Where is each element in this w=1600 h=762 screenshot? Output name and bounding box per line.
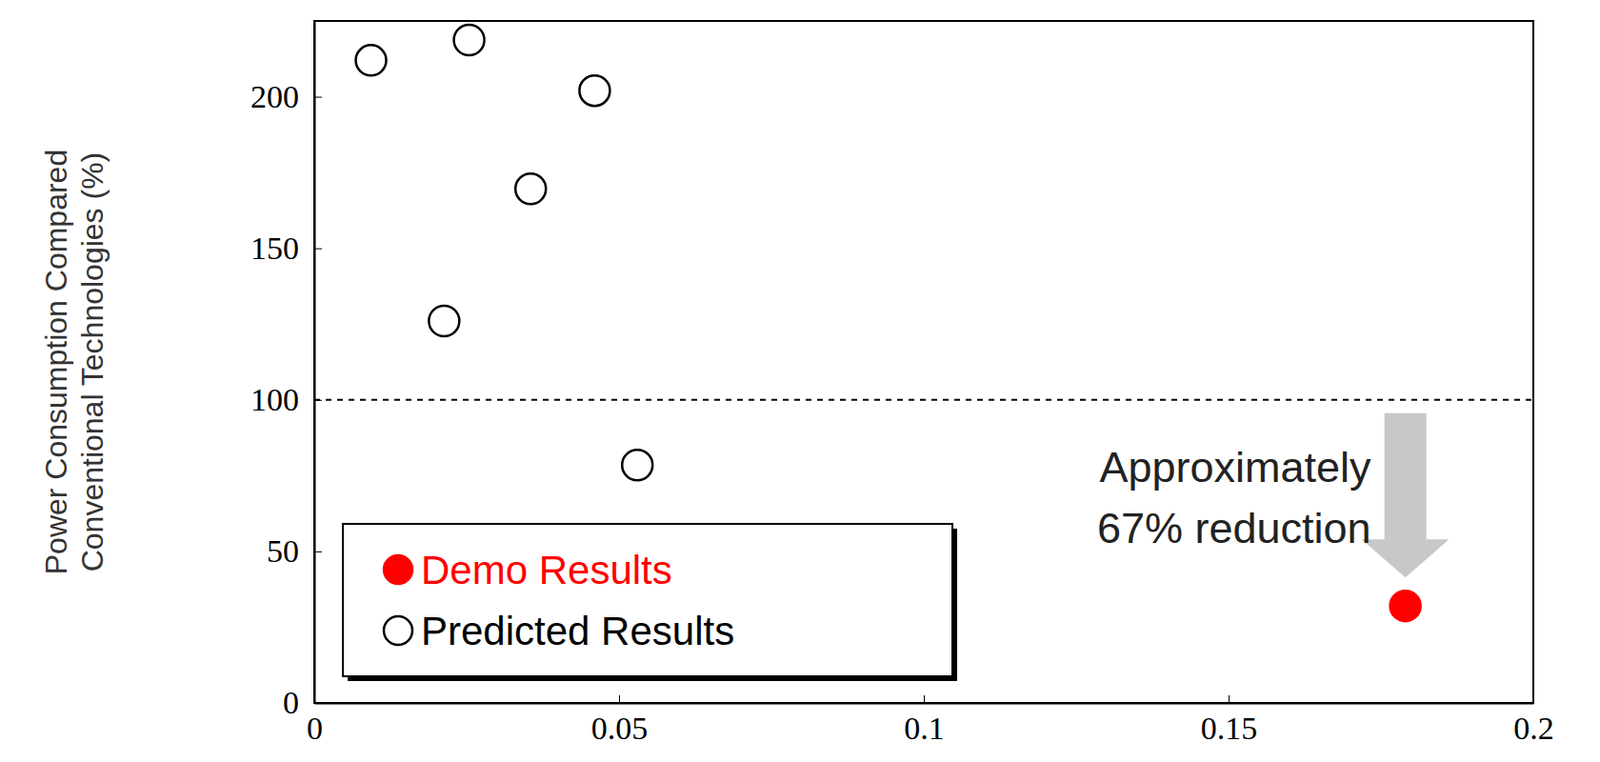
- y-axis: 0 50 100 150 200: [250, 21, 322, 721]
- x-tick: 0.05: [591, 695, 649, 746]
- x-tick-label: 0.2: [1513, 710, 1555, 746]
- y-tick: 100: [250, 381, 322, 418]
- y-tick: 200: [250, 79, 322, 115]
- x-axis: 0 0.05 0.1 0.15 0.2: [306, 695, 1555, 746]
- scatter-point: [428, 305, 460, 337]
- scatter-point: [579, 75, 610, 106]
- annotation-text: Approximately: [1099, 442, 1372, 492]
- y-axis-label: Conventional Technologies (%): [75, 152, 110, 573]
- plot-frame: [314, 20, 1534, 703]
- y-tick-label: 50: [266, 533, 300, 569]
- scatter-point: [356, 44, 387, 76]
- scatter-point: [621, 449, 653, 480]
- legend-label: Predicted Results: [420, 608, 735, 654]
- y-axis-line: [314, 21, 317, 704]
- y-tick-mark: [314, 551, 322, 553]
- y-tick: 0: [282, 684, 322, 720]
- reference-line: [314, 399, 1534, 401]
- chart-container: 0 0.05 0.1 0.15 0.2 0 50 100 150 200 Approximately…: [0, 0, 1600, 762]
- y-tick-mark: [314, 97, 322, 99]
- y-tick-label: 100: [250, 381, 300, 418]
- x-tick: 0.2: [1513, 695, 1555, 746]
- plot: 0 0.05 0.1 0.15 0.2 0 50 100 150 200 Approximately…: [250, 20, 1555, 746]
- chart-svg: 0 0.05 0.1 0.15 0.2 0 50 100 150 200 Approximately…: [0, 0, 1600, 762]
- y-axis-label: Power Consumption Compared: [39, 149, 74, 575]
- x-tick-label: 0: [306, 710, 323, 746]
- x-tick: 0.15: [1200, 695, 1259, 746]
- legend-marker: [383, 555, 413, 584]
- y-tick-label: 150: [250, 230, 300, 266]
- scatter-point: [515, 173, 546, 204]
- scatter-point: [454, 24, 485, 56]
- scatter-point: [1390, 590, 1421, 621]
- y-tick-label: 0: [282, 684, 300, 720]
- x-tick-mark: [1533, 695, 1535, 703]
- y-tick: 50: [266, 533, 322, 569]
- x-tick-mark: [923, 695, 925, 703]
- legend-marker: [383, 616, 413, 645]
- x-tick-mark: [1228, 695, 1230, 703]
- x-tick-label: 0.1: [903, 710, 945, 746]
- x-tick: 0.1: [903, 695, 945, 746]
- legend: Demo Results Predicted Results: [342, 523, 958, 681]
- annotation-arrow: [1361, 413, 1450, 578]
- y-tick-mark: [314, 248, 322, 250]
- x-tick-label: 0.05: [591, 710, 649, 746]
- y-tick-label: 200: [250, 79, 300, 115]
- x-tick-mark: [619, 695, 620, 703]
- annotation-text: 67% reduction: [1097, 503, 1372, 553]
- legend-box: [342, 523, 953, 677]
- y-tick: 150: [250, 230, 322, 266]
- y-tick-mark: [314, 702, 322, 704]
- x-tick-label: 0.15: [1200, 710, 1259, 746]
- legend-label: Demo Results: [420, 547, 673, 593]
